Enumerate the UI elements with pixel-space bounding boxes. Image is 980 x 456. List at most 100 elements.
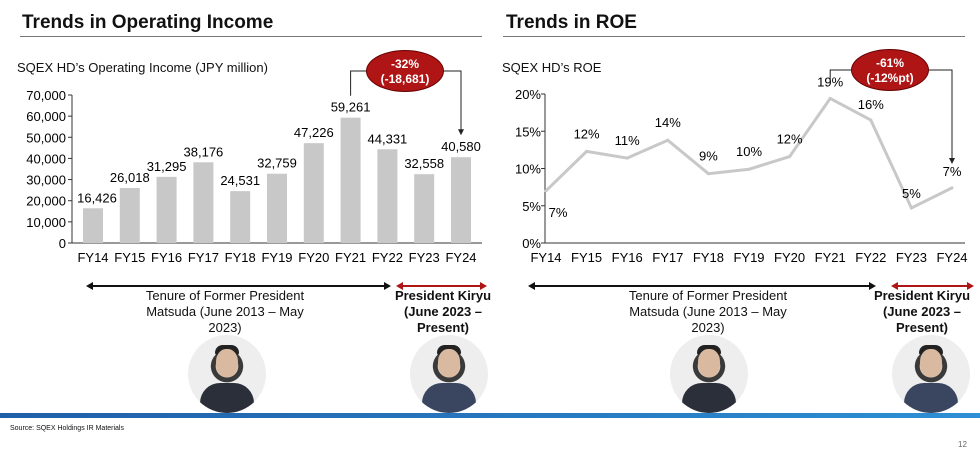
x-tick-label: FY23 <box>409 250 440 265</box>
matsuda-photo <box>188 335 266 413</box>
point-FY19 <box>747 167 751 171</box>
data-label: 32,558 <box>404 156 444 171</box>
left-callout-badge: -32% (-18,681) <box>366 50 444 92</box>
point-FY14 <box>544 189 548 193</box>
point-FY21 <box>828 96 832 100</box>
data-label: 9% <box>699 149 718 164</box>
point-FY23 <box>909 206 913 210</box>
right-tenure-current: President Kiryu (June 2023 – Present) <box>873 288 971 335</box>
current-tenure-arrow-head-right <box>967 282 974 290</box>
bar-FY21 <box>340 117 361 243</box>
x-tick-label: FY16 <box>612 250 643 265</box>
former-tenure-arrow-head-right <box>384 282 391 290</box>
point-FY22 <box>869 118 873 122</box>
x-tick-label: FY22 <box>855 250 886 265</box>
point-FY18 <box>706 172 710 176</box>
point-FY20 <box>788 155 792 159</box>
data-label: 16,426 <box>77 190 117 205</box>
point-FY16 <box>625 156 629 160</box>
x-tick-label: FY24 <box>445 250 476 265</box>
data-label: 11% <box>615 133 640 148</box>
y-tick-label: 20,000 <box>26 194 66 209</box>
data-label: 12% <box>777 132 803 147</box>
left-tenure-former: Tenure of Former President Matsuda (June… <box>145 288 305 335</box>
x-tick-label: FY20 <box>298 250 329 265</box>
point-FY24 <box>950 186 954 190</box>
right-section-title: Trends in ROE <box>506 12 637 33</box>
right-title-rule <box>503 36 965 37</box>
x-tick-label: FY14 <box>77 250 108 265</box>
matsuda-photo <box>670 335 748 413</box>
x-tick-label: FY16 <box>151 250 182 265</box>
point-FY15 <box>585 149 589 153</box>
x-tick-label: FY14 <box>530 250 561 265</box>
current-tenure-arrow-head-right <box>480 282 487 290</box>
x-tick-label: FY18 <box>225 250 256 265</box>
callout-percent: -61% <box>875 56 904 70</box>
left-title-rule <box>20 36 482 37</box>
callout-amount: (-18,681) <box>380 72 430 86</box>
left-chart-subtitle: SQEX HD’s Operating Income (JPY million) <box>17 60 268 75</box>
bar-FY18 <box>230 191 251 243</box>
right-tenure-former: Tenure of Former President Matsuda (June… <box>628 288 788 335</box>
y-tick-label: 70,000 <box>26 88 66 103</box>
x-tick-label: FY19 <box>261 250 292 265</box>
callout-percent: -32% <box>390 57 419 71</box>
x-tick-label: FY15 <box>114 250 145 265</box>
source-note: Source: SQEX Holdings IR Materials <box>10 425 124 432</box>
page-number: 12 <box>958 440 967 449</box>
bar-FY22 <box>377 149 398 243</box>
data-label: 16% <box>858 97 884 112</box>
bar-FY16 <box>156 176 177 243</box>
current-tenure-arrow-head-left <box>891 282 898 290</box>
kiryu-photo <box>410 335 488 413</box>
footer-accent-bar <box>0 413 980 418</box>
data-label: 5% <box>902 186 921 201</box>
callout-points: (-12%pt) <box>866 71 914 85</box>
data-label: 59,261 <box>331 100 371 115</box>
bar-FY20 <box>303 143 324 243</box>
y-tick-label: 15% <box>515 124 541 139</box>
bar-FY14 <box>83 208 103 243</box>
arrowhead <box>949 158 955 164</box>
left-section-title: Trends in Operating Income <box>22 12 274 33</box>
former-tenure-arrow-head-left <box>86 282 93 290</box>
x-tick-label: FY19 <box>733 250 764 265</box>
data-label: 47,226 <box>294 125 334 140</box>
data-label: 10% <box>736 144 762 159</box>
bar-FY17 <box>193 162 214 243</box>
data-label: 14% <box>655 115 681 130</box>
data-label: 12% <box>574 126 600 141</box>
data-label: 31,295 <box>147 159 187 174</box>
x-tick-label: FY24 <box>936 250 967 265</box>
x-tick-label: FY21 <box>815 250 846 265</box>
former-tenure-arrow-head-left <box>528 282 535 290</box>
y-tick-label: 50,000 <box>26 130 66 145</box>
x-tick-label: FY22 <box>372 250 403 265</box>
y-tick-label: 5% <box>522 199 541 214</box>
bar-FY15 <box>119 187 140 243</box>
data-label: 26,018 <box>110 170 150 185</box>
y-tick-label: 0 <box>59 236 66 251</box>
y-tick-label: 20% <box>515 87 541 102</box>
data-label: 40,580 <box>441 139 481 154</box>
kiryu-photo <box>892 335 970 413</box>
x-tick-label: FY17 <box>652 250 683 265</box>
x-tick-label: FY23 <box>896 250 927 265</box>
point-FY17 <box>666 138 670 142</box>
data-label: 7% <box>943 164 962 179</box>
x-tick-label: FY18 <box>693 250 724 265</box>
bar-FY24 <box>451 157 471 243</box>
y-tick-label: 10,000 <box>26 215 66 230</box>
data-label: 24,531 <box>220 173 260 188</box>
y-tick-label: 0% <box>522 236 541 251</box>
data-label: 7% <box>549 205 568 220</box>
y-tick-label: 40,000 <box>26 151 66 166</box>
x-tick-label: FY17 <box>188 250 219 265</box>
y-tick-label: 60,000 <box>26 109 66 124</box>
arrowhead <box>458 129 464 136</box>
right-callout-badge: -61% (-12%pt) <box>851 49 929 91</box>
x-tick-label: FY20 <box>774 250 805 265</box>
bar-FY19 <box>267 173 287 243</box>
